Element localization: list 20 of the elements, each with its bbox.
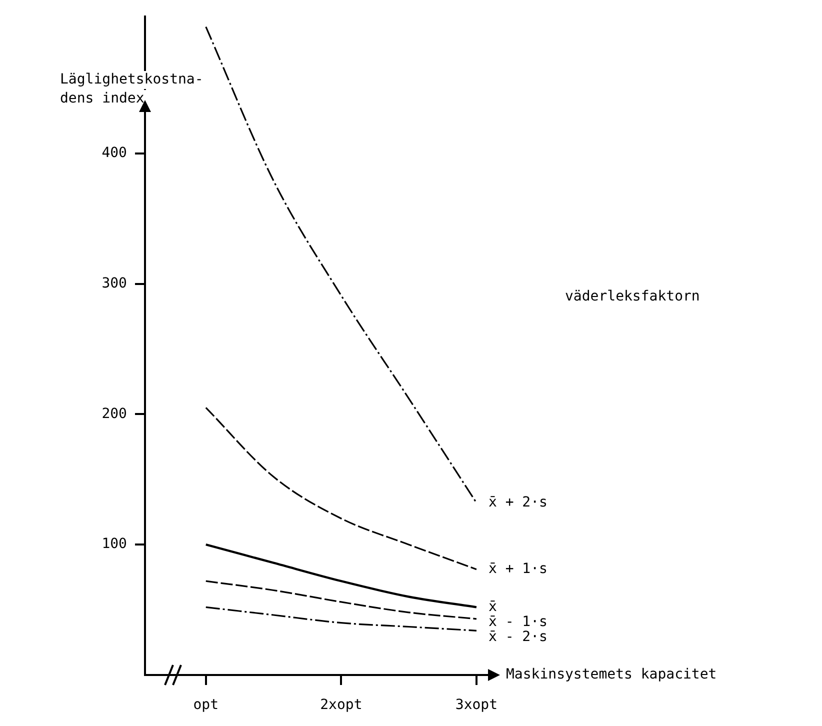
x-tick-label: 2xopt [320, 697, 362, 714]
series-label: x̄ - 1·s [488, 614, 548, 630]
text: väderleksfaktorn [565, 288, 700, 304]
line-series [205, 406, 478, 570]
series-label: x̄ [488, 598, 497, 615]
line-series [204, 543, 478, 608]
series-label: x̄ + 1·s [488, 561, 548, 578]
series-label: x̄ + 2·s [488, 494, 548, 510]
y-axis-title: Läglighetskostna- dens index [60, 72, 204, 107]
x-tick-label: opt [193, 697, 219, 714]
line-series [205, 606, 478, 632]
y-tick-label: 400 [102, 144, 127, 161]
series-label: x̄ - 2·s [488, 628, 548, 645]
x-tick-label: 3xopt [455, 697, 498, 714]
y-tick-label: 100 [102, 536, 127, 552]
line-series [205, 26, 478, 504]
y-tick-label: 200 [102, 406, 127, 422]
x-axis-title: Maskinsystemets kapacitet [506, 666, 717, 683]
line-series [205, 580, 478, 620]
y-tick-label: 300 [102, 275, 127, 292]
